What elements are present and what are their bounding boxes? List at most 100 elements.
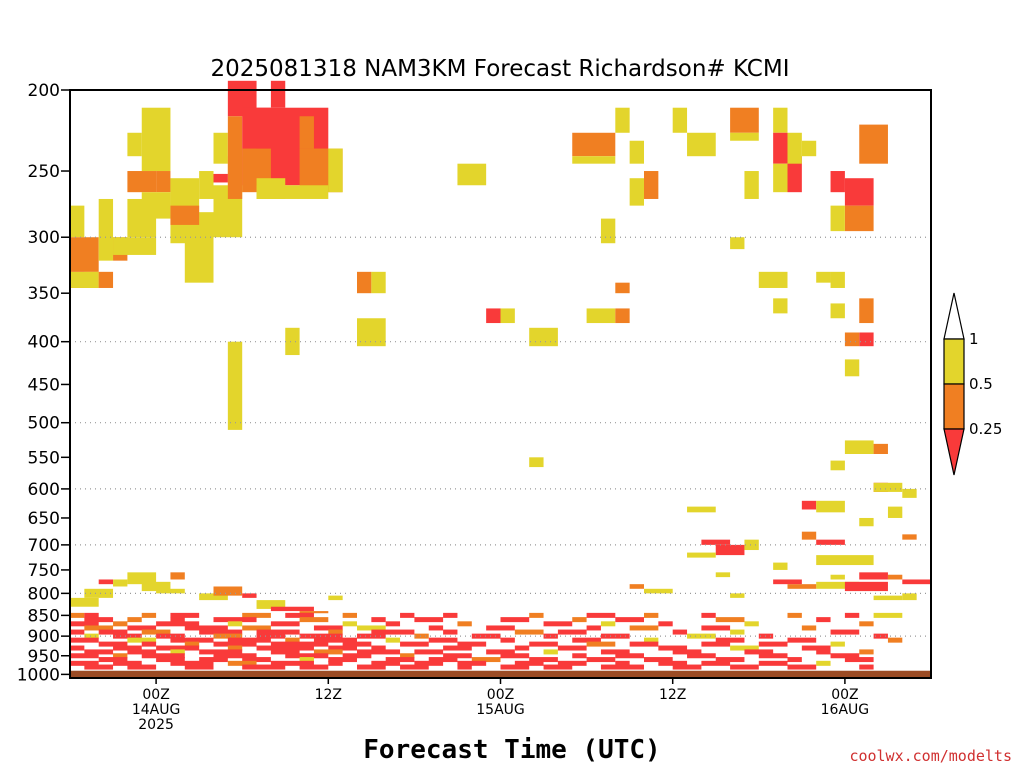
heatmap-cell [859, 332, 874, 347]
x-tick-label: 2025 [138, 717, 174, 733]
y-tick-label: 400 [28, 333, 60, 353]
heatmap-cell [687, 552, 716, 558]
heatmap-cell [357, 649, 401, 655]
heatmap-cell [687, 653, 716, 659]
heatmap-cell [629, 641, 659, 647]
heatmap-cell [156, 588, 185, 594]
heatmap-cell [658, 645, 688, 651]
heatmap-cell [299, 116, 314, 149]
x-tick-label: 00Z [831, 687, 858, 703]
heatmap-cell [199, 649, 243, 655]
heatmap-cell [70, 205, 85, 238]
heatmap-cell [844, 612, 860, 618]
heatmap-cell [859, 664, 874, 670]
heatmap-cell [170, 660, 214, 666]
heatmap-cell [141, 581, 171, 592]
heatmap-cell [414, 660, 444, 666]
heatmap-cell [615, 653, 644, 659]
heatmap-cell [170, 649, 185, 655]
colorbar-segment-ge-1 [943, 292, 965, 340]
heatmap-cell [256, 629, 300, 635]
heatmap-cell [141, 107, 171, 172]
heatmap-cell [270, 80, 286, 108]
heatmap-cell [199, 593, 228, 601]
heatmap-cell [543, 621, 573, 627]
heatmap-cell [457, 641, 487, 647]
heatmap-cell [127, 617, 142, 623]
heatmap-cell [873, 482, 903, 492]
heatmap-cell [242, 625, 271, 631]
heatmap-cell [816, 500, 845, 513]
heatmap-cell [443, 629, 458, 635]
heatmap-cell [70, 237, 99, 272]
heatmap-cell [457, 163, 487, 186]
ground-fill [70, 670, 931, 678]
heatmap-cell [859, 621, 874, 627]
heatmap-cell [902, 593, 917, 601]
heatmap-cell [830, 574, 845, 580]
heatmap-cell [615, 282, 630, 294]
heatmap-cell [859, 572, 888, 580]
heatmap-cell [730, 132, 759, 141]
heatmap-cell [572, 132, 616, 157]
heatmap-cell [658, 621, 673, 627]
heatmap-cell [586, 308, 616, 324]
heatmap-cell [687, 132, 716, 157]
heatmap-cell [672, 107, 688, 133]
heatmap-cell [902, 488, 917, 498]
colorbar-segment-0-5-to-1 [943, 338, 965, 385]
heatmap-cell [787, 637, 817, 643]
heatmap-cell [328, 629, 343, 635]
heatmap-cell [414, 633, 429, 639]
heatmap-cell [428, 657, 458, 663]
heatmap-cell [84, 625, 114, 631]
heatmap-cell [816, 617, 831, 623]
heatmap-cell [127, 132, 142, 157]
heatmap-cell [572, 637, 601, 643]
colorbar-label: 1 [969, 330, 979, 348]
heatmap-cell [371, 617, 386, 623]
heatmap-cell [500, 653, 530, 659]
heatmap-cell [557, 645, 587, 651]
heatmap-cell [70, 629, 85, 635]
heatmap-cell [615, 308, 630, 324]
heatmap-cell [127, 171, 157, 193]
heatmap-cell [830, 629, 860, 635]
heatmap-cell [400, 653, 415, 659]
heatmap-cell [859, 298, 874, 324]
heatmap-cell [227, 637, 271, 643]
heatmap-cell [357, 318, 386, 347]
heatmap-cell [357, 271, 372, 294]
heatmap-cell [213, 173, 228, 183]
heatmap-cells [70, 80, 931, 670]
colorbar-segment-lt-0-25 [943, 428, 965, 476]
heatmap-cell [113, 645, 142, 651]
heatmap-cell [629, 178, 644, 206]
heatmap-cell [687, 633, 716, 639]
heatmap-cell [600, 218, 616, 244]
heatmap-cell [529, 657, 558, 663]
heatmap-cell [213, 641, 257, 647]
heatmap-cell [816, 581, 860, 589]
heatmap-cell [70, 660, 99, 666]
x-tick-label: 14AUG [132, 702, 181, 718]
x-tick-label: 12Z [659, 687, 686, 703]
heatmap-cell [816, 660, 831, 666]
y-tick-label: 500 [28, 414, 60, 434]
y-tick-label: 1000 [17, 665, 60, 685]
heatmap-cell [730, 237, 745, 250]
heatmap-cell [357, 625, 386, 631]
heatmap-cell [830, 303, 845, 319]
heatmap-cell [371, 660, 401, 666]
heatmap-cell [213, 586, 243, 596]
heatmap-cell [830, 171, 845, 193]
heatmap-cell [830, 205, 845, 232]
heatmap-cell [773, 579, 802, 585]
heatmap-cell [141, 192, 171, 219]
heatmap-cell [400, 664, 429, 670]
heatmap-cell [156, 645, 200, 651]
heatmap-cell [385, 637, 401, 643]
heatmap-cell [328, 148, 343, 193]
heatmap-cell [629, 625, 659, 631]
heatmap-cell [586, 625, 601, 631]
